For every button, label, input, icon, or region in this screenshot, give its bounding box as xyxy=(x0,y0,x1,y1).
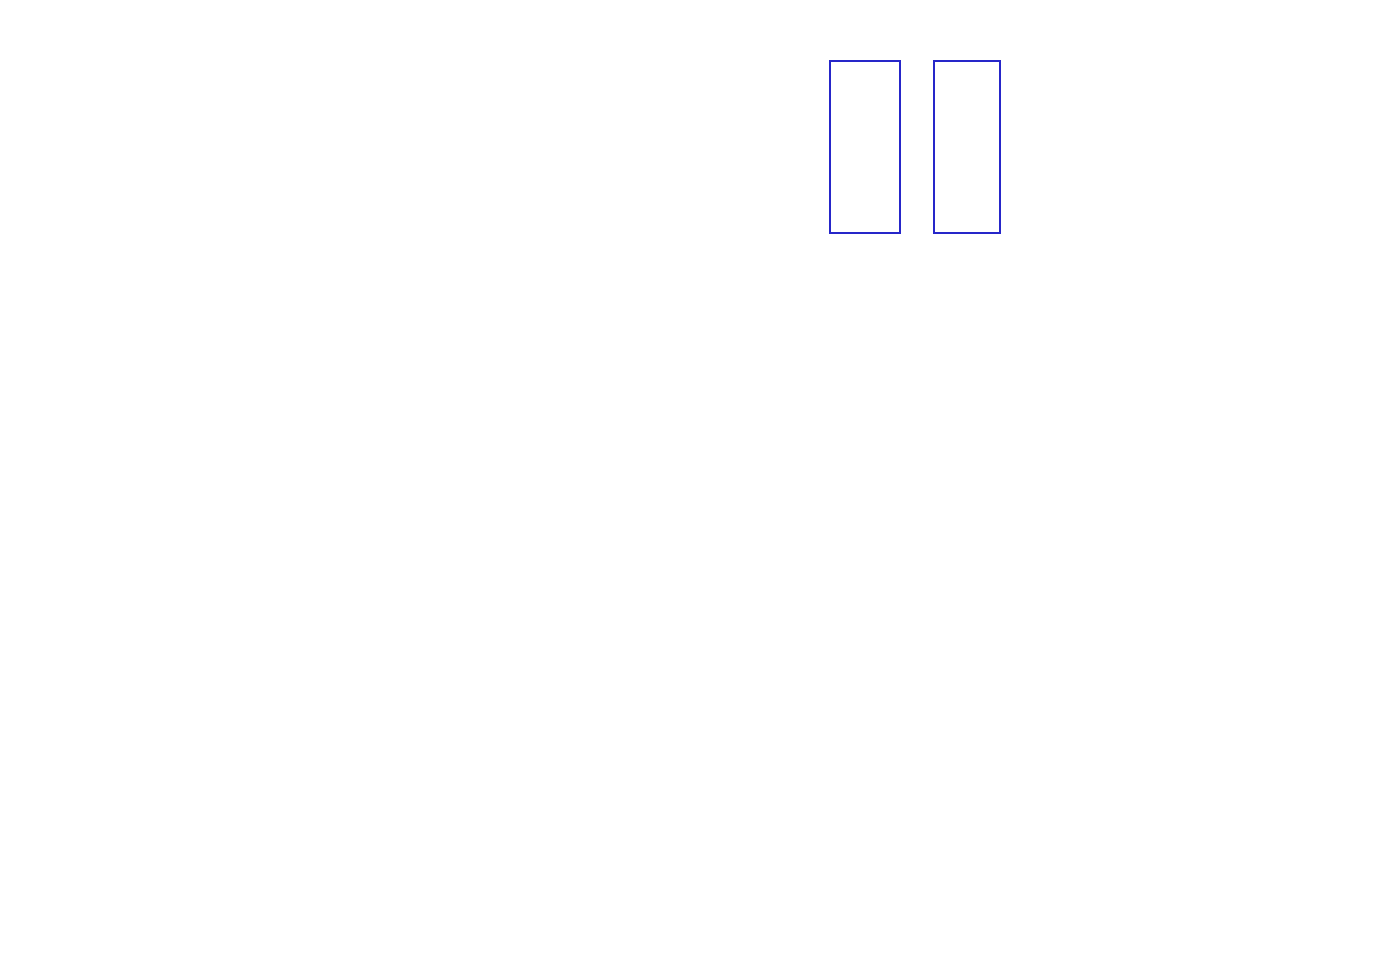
clean-image xyxy=(933,60,1001,234)
with-sky-image xyxy=(829,60,901,234)
line-fit-chart xyxy=(1020,48,1310,223)
full-spectrum-chart xyxy=(75,338,1310,465)
